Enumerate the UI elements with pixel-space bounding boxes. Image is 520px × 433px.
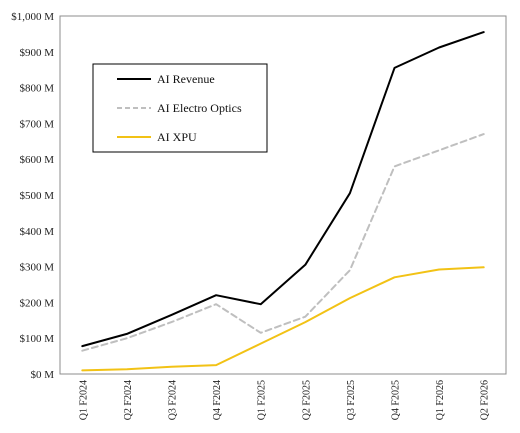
series-lines bbox=[81, 31, 485, 372]
x-tick-label: Q2 F2026 bbox=[480, 380, 491, 420]
x-tick-label: Q1 F2025 bbox=[257, 380, 268, 420]
y-tick-label: $500 M bbox=[19, 190, 54, 202]
x-tick-label: Q2 F2025 bbox=[301, 380, 312, 420]
legend: AI Revenue AI Electro Optics AI XPU bbox=[92, 63, 268, 153]
series-line-ai-revenue bbox=[81, 31, 485, 348]
legend-label: AI XPU bbox=[157, 130, 197, 144]
y-axis: $0 M $100 M $200 M $300 M $400 M $500 M $600 M… bbox=[11, 11, 54, 381]
y-tick-label: $800 M bbox=[19, 83, 54, 95]
x-tick-label: Q1 F2026 bbox=[435, 380, 446, 420]
legend-label: AI Revenue bbox=[157, 72, 215, 86]
x-axis: Q1 F2024 Q2 F2024 Q3 F2024 Q4 F2024 Q1 F2025… bbox=[78, 380, 490, 420]
y-tick-label: $100 M bbox=[19, 333, 54, 345]
y-tick-label: $400 M bbox=[19, 226, 54, 238]
y-tick-label: $0 M bbox=[30, 369, 54, 381]
y-tick-label: $1,000 M bbox=[11, 11, 54, 23]
series-line-ai-xpu bbox=[81, 266, 485, 372]
x-tick-label: Q3 F2025 bbox=[346, 380, 357, 420]
y-tick-label: $300 M bbox=[19, 262, 54, 274]
y-tick-label: $700 M bbox=[19, 118, 54, 130]
y-tick-label: $900 M bbox=[19, 47, 54, 59]
y-tick-label: $200 M bbox=[19, 297, 54, 309]
legend-label: AI Electro Optics bbox=[157, 101, 242, 115]
x-tick-label: Q1 F2024 bbox=[78, 380, 89, 420]
x-tick-label: Q3 F2024 bbox=[168, 380, 179, 420]
x-tick-label: Q4 F2025 bbox=[391, 380, 402, 420]
x-tick-label: Q2 F2024 bbox=[123, 380, 134, 420]
plot-area-border bbox=[59, 15, 507, 375]
y-tick-label: $600 M bbox=[19, 154, 54, 166]
series-line-ai-electro-optics bbox=[81, 133, 485, 352]
x-tick-label: Q4 F2024 bbox=[212, 380, 223, 420]
